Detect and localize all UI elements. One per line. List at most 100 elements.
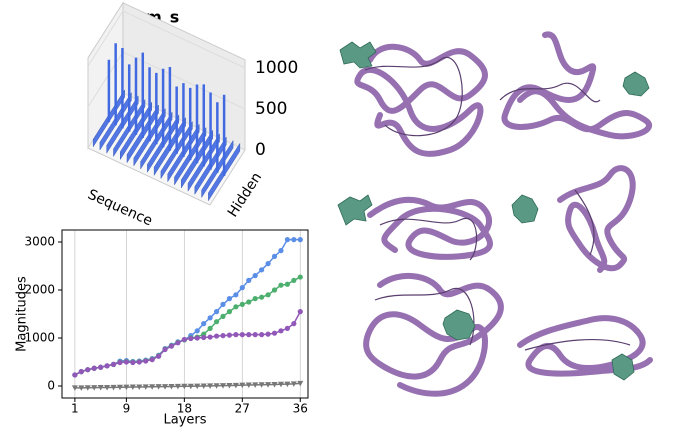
marker <box>226 309 233 315</box>
marker <box>278 282 284 288</box>
x-axis-label: Sequence <box>85 187 155 230</box>
marker <box>174 383 181 390</box>
y-axis-label: Magnitudes <box>15 276 30 352</box>
marker <box>239 285 245 291</box>
marker <box>136 359 142 365</box>
marker <box>233 292 239 298</box>
x-tick-label: 1 <box>71 402 79 416</box>
marker <box>175 340 181 346</box>
y-axis-label: Hidden <box>225 170 265 220</box>
marker <box>207 334 213 340</box>
marker <box>246 332 252 338</box>
marker <box>110 361 117 367</box>
marker <box>271 330 278 336</box>
marker <box>226 296 233 302</box>
marker <box>213 383 220 389</box>
marker <box>181 336 187 343</box>
y-tick-label: 1000 <box>24 331 55 345</box>
marker <box>155 384 162 390</box>
x-tick-label: 9 <box>123 402 131 416</box>
z-tick-label: 1000 <box>255 58 298 78</box>
marker <box>252 382 259 388</box>
z-tick-label: 0 <box>255 140 266 160</box>
x-tick-label: 27 <box>235 402 250 416</box>
marker <box>278 248 284 254</box>
marker <box>85 367 91 373</box>
marker <box>297 380 304 387</box>
marker <box>239 301 245 307</box>
marker <box>252 296 258 302</box>
marker <box>181 383 188 390</box>
marker <box>123 359 129 365</box>
marker <box>123 384 130 391</box>
marker <box>201 321 207 327</box>
marker <box>252 332 258 338</box>
marker <box>265 292 271 298</box>
marker <box>213 333 220 339</box>
marker <box>290 381 297 387</box>
marker <box>265 382 272 388</box>
marker <box>116 384 123 391</box>
marker <box>72 372 78 378</box>
protein <box>337 194 493 261</box>
marker <box>97 385 104 391</box>
marker <box>84 385 91 391</box>
marker <box>226 332 233 338</box>
marker <box>291 321 297 327</box>
marker <box>297 237 303 243</box>
marker <box>271 253 278 259</box>
marker <box>291 277 297 283</box>
plot-frame <box>61 229 309 399</box>
marker <box>71 385 78 391</box>
y-tick-label: 3000 <box>24 235 55 249</box>
marker <box>130 359 136 366</box>
marker <box>291 237 297 243</box>
marker <box>142 384 149 390</box>
marker <box>149 384 156 390</box>
marker <box>259 332 265 338</box>
marker <box>162 346 168 353</box>
marker <box>78 385 85 391</box>
marker <box>233 304 239 310</box>
marker <box>278 328 284 334</box>
marker <box>207 325 213 331</box>
x-axis-label: Layers <box>163 413 206 428</box>
marker <box>252 273 258 279</box>
marker <box>277 381 284 388</box>
marker <box>104 384 111 391</box>
marker <box>188 335 194 342</box>
protein-structures <box>337 31 653 397</box>
marker <box>207 315 213 321</box>
marker <box>246 277 252 283</box>
marker <box>284 381 291 388</box>
marker <box>187 383 194 390</box>
marker <box>129 384 136 391</box>
marker <box>117 359 123 366</box>
marker <box>265 261 271 267</box>
marker <box>201 334 207 341</box>
marker <box>194 335 200 341</box>
marker <box>168 383 175 390</box>
marker <box>91 385 98 391</box>
x-tick-label: 18 <box>177 402 192 416</box>
z-tick-label: 500 <box>255 99 287 119</box>
marker <box>219 383 226 389</box>
marker <box>78 369 84 375</box>
marker <box>220 301 226 307</box>
marker <box>297 274 303 280</box>
marker <box>104 363 110 369</box>
marker <box>226 382 233 389</box>
marker <box>284 325 290 331</box>
marker <box>297 309 303 315</box>
marker <box>232 382 239 389</box>
marker <box>246 299 252 305</box>
marker <box>143 358 149 364</box>
marker <box>194 383 201 390</box>
marker <box>233 332 239 338</box>
marker <box>284 237 290 243</box>
marker <box>98 364 104 370</box>
y-tick-label: 0 <box>47 379 55 393</box>
marker <box>284 281 290 287</box>
marker <box>245 382 252 389</box>
